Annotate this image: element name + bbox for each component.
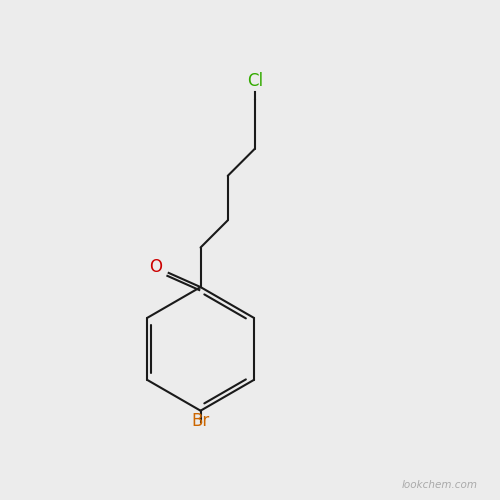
Text: Cl: Cl (247, 72, 263, 90)
Text: O: O (150, 258, 162, 276)
Text: lookchem.com: lookchem.com (402, 480, 477, 490)
Text: Br: Br (192, 412, 210, 430)
